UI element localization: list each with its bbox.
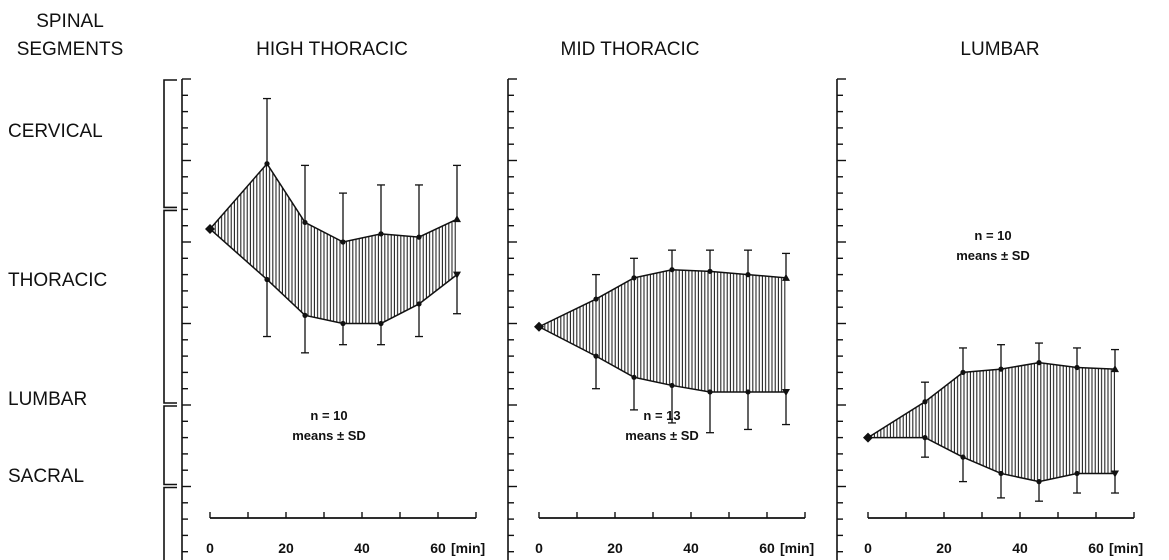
start-marker <box>205 223 215 234</box>
lower-end-marker <box>1111 470 1119 478</box>
upper-data-point <box>998 366 1004 372</box>
sample-size-note: n = 10 <box>974 228 1011 243</box>
header-line2: SEGMENTS <box>17 39 124 60</box>
upper-data-point <box>340 239 346 245</box>
upper-end-marker <box>1111 365 1119 373</box>
stat-note: means ± SD <box>956 248 1030 263</box>
upper-data-point <box>593 296 599 302</box>
stat-note: means ± SD <box>625 428 699 443</box>
segment-bracket <box>163 405 177 486</box>
upper-data-point <box>707 268 713 274</box>
upper-data-point <box>631 275 637 281</box>
sample-size-note: n = 13 <box>643 408 680 423</box>
start-marker <box>863 432 873 443</box>
header-line1: SPINAL <box>36 11 104 32</box>
x-tick-label: 40 <box>683 540 699 556</box>
x-unit-label: [min] <box>1109 540 1143 556</box>
upper-data-point <box>922 399 928 405</box>
upper-data-point <box>745 272 751 278</box>
lower-data-point <box>745 389 751 395</box>
upper-data-point <box>302 219 308 226</box>
segment-bracket <box>163 486 177 560</box>
x-tick-label: 0 <box>535 540 543 556</box>
panel-lumbar: LUMBAR 0 20 40 60 [min] n = 10 means ± SD <box>836 39 1143 560</box>
panel-title: HIGH THORACIC <box>256 39 408 60</box>
segment-label: THORACIC <box>8 270 107 291</box>
x-tick-label: 40 <box>1012 540 1028 556</box>
x-unit-label: [min] <box>780 540 814 556</box>
lower-data-point <box>378 320 384 327</box>
sample-size-note: n = 10 <box>310 408 347 423</box>
segment-labels: CERVICAL THORACIC LUMBAR SACRAL <box>8 121 107 487</box>
upper-end-marker <box>453 215 461 223</box>
x-tick-label: 40 <box>354 540 370 556</box>
x-tick-label: 60 <box>430 540 446 556</box>
x-tick-label: 0 <box>864 540 872 556</box>
lower-data-point <box>302 312 308 318</box>
lower-data-point <box>340 320 346 327</box>
x-tick-label: 20 <box>607 540 623 556</box>
upper-data-point <box>264 161 270 167</box>
panel-title: LUMBAR <box>960 39 1039 60</box>
lower-data-point <box>1036 479 1042 485</box>
upper-data-point <box>1074 364 1080 371</box>
x-unit-label: [min] <box>451 540 485 556</box>
segment-label: LUMBAR <box>8 389 87 410</box>
upper-data-point <box>960 369 966 375</box>
upper-data-point <box>1036 360 1042 366</box>
panel-mid-thoracic: MID THORACIC 0 20 40 60 [min] n = 13 means ± SD <box>507 39 814 560</box>
x-tick-label: 60 <box>1088 540 1104 556</box>
segment-bracket <box>163 209 177 404</box>
segment-brackets <box>163 79 177 560</box>
lower-data-point <box>707 389 713 395</box>
stat-note: means ± SD <box>292 428 366 443</box>
lower-data-point <box>960 454 966 460</box>
upper-end-marker <box>782 273 790 281</box>
panel-title: MID THORACIC <box>561 39 700 60</box>
x-tick-label: 60 <box>759 540 775 556</box>
upper-data-point <box>378 231 384 237</box>
lower-data-point <box>416 301 422 307</box>
range-band <box>868 362 1115 482</box>
segment-label: CERVICAL <box>8 121 103 142</box>
x-tick-label: 0 <box>206 540 214 556</box>
panel-high-thoracic: HIGH THORACIC 0 20 40 60 [min] n = 10 means ± S… <box>181 39 485 560</box>
range-band <box>210 163 457 324</box>
lower-data-point <box>264 276 270 283</box>
lower-end-marker <box>453 271 461 279</box>
lower-data-point <box>922 435 928 441</box>
lower-data-point <box>593 353 599 359</box>
lower-data-point <box>1074 470 1080 477</box>
start-marker <box>534 321 544 332</box>
lower-data-point <box>669 382 675 389</box>
lower-data-point <box>631 374 637 380</box>
upper-data-point <box>669 267 675 273</box>
segment-bracket <box>163 79 177 209</box>
upper-data-point <box>416 234 422 240</box>
range-band <box>539 269 786 392</box>
x-tick-label: 20 <box>936 540 952 556</box>
x-tick-label: 20 <box>278 540 294 556</box>
lower-end-marker <box>782 388 790 396</box>
lower-data-point <box>998 470 1004 477</box>
segment-label: SACRAL <box>8 466 84 487</box>
